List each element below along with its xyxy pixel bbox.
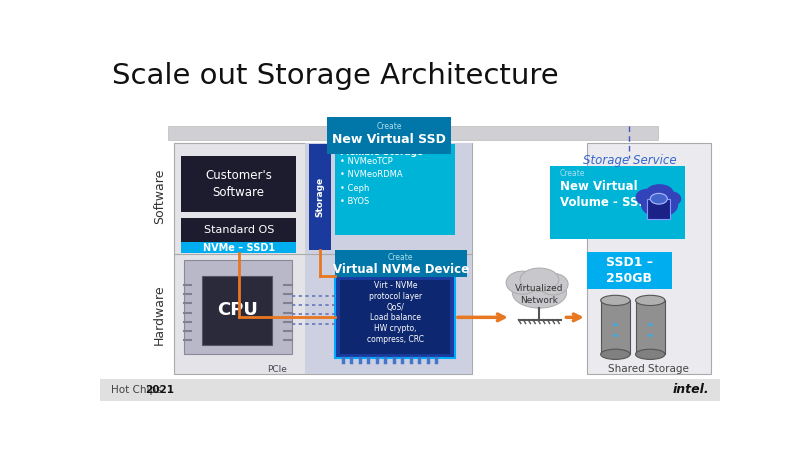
FancyBboxPatch shape xyxy=(586,252,672,289)
Ellipse shape xyxy=(635,189,658,206)
FancyBboxPatch shape xyxy=(340,279,450,354)
Text: Virtual NVMe Device: Virtual NVMe Device xyxy=(333,263,469,276)
FancyBboxPatch shape xyxy=(174,143,472,374)
Ellipse shape xyxy=(646,184,674,201)
FancyBboxPatch shape xyxy=(550,166,685,239)
Ellipse shape xyxy=(613,334,618,337)
FancyBboxPatch shape xyxy=(635,301,665,354)
FancyBboxPatch shape xyxy=(202,276,272,345)
Ellipse shape xyxy=(601,295,630,306)
Text: Create: Create xyxy=(376,122,402,131)
FancyBboxPatch shape xyxy=(601,301,630,354)
FancyBboxPatch shape xyxy=(335,250,466,277)
Text: Virt - NVMe
protocol layer
QoS/
Load balance
HW crypto,
compress, CRC: Virt - NVMe protocol layer QoS/ Load bal… xyxy=(366,281,424,344)
FancyBboxPatch shape xyxy=(100,379,720,400)
Ellipse shape xyxy=(506,271,538,294)
FancyBboxPatch shape xyxy=(168,126,658,140)
Text: Storage Service: Storage Service xyxy=(582,154,676,167)
Ellipse shape xyxy=(641,193,678,217)
FancyBboxPatch shape xyxy=(182,157,296,212)
Text: Standard OS: Standard OS xyxy=(203,225,274,235)
Text: Shared Storage: Shared Storage xyxy=(608,364,689,374)
Text: NVMe – SSD1: NVMe – SSD1 xyxy=(202,243,274,252)
Text: Hardware: Hardware xyxy=(153,284,166,345)
FancyBboxPatch shape xyxy=(335,276,455,358)
Text: New Virtual SSD: New Virtual SSD xyxy=(332,133,446,145)
FancyBboxPatch shape xyxy=(182,242,296,253)
Ellipse shape xyxy=(635,349,665,360)
Ellipse shape xyxy=(512,277,566,308)
FancyBboxPatch shape xyxy=(182,218,296,243)
FancyBboxPatch shape xyxy=(310,144,331,250)
Ellipse shape xyxy=(635,295,665,306)
FancyBboxPatch shape xyxy=(647,199,670,219)
Ellipse shape xyxy=(613,323,618,326)
Text: Software: Software xyxy=(153,169,166,224)
Text: 2021: 2021 xyxy=(145,385,174,395)
Text: Customer's
Software: Customer's Software xyxy=(206,169,272,199)
Ellipse shape xyxy=(538,274,568,295)
Text: intel.: intel. xyxy=(673,383,709,396)
Text: Hot Chips: Hot Chips xyxy=(111,385,165,395)
Text: Virtualized
Network: Virtualized Network xyxy=(515,284,564,305)
Text: CPU: CPU xyxy=(217,302,258,319)
Text: Flexible Storage: Flexible Storage xyxy=(340,148,423,157)
Ellipse shape xyxy=(647,323,653,326)
Text: • NVMeoTCP
• NVMeoRDMA
• Ceph
• BYOS: • NVMeoTCP • NVMeoRDMA • Ceph • BYOS xyxy=(340,157,403,206)
Text: New Virtual
Volume - SSD1: New Virtual Volume - SSD1 xyxy=(559,180,656,209)
Ellipse shape xyxy=(647,334,653,337)
Ellipse shape xyxy=(601,349,630,360)
FancyBboxPatch shape xyxy=(327,117,451,154)
Ellipse shape xyxy=(650,194,667,204)
Ellipse shape xyxy=(659,191,682,207)
Text: Create: Create xyxy=(388,252,414,261)
FancyBboxPatch shape xyxy=(306,143,472,374)
Ellipse shape xyxy=(520,268,558,291)
Text: SSD1 –
250GB: SSD1 – 250GB xyxy=(606,256,653,285)
Text: Storage: Storage xyxy=(315,177,325,217)
Text: Scale out Storage Architecture: Scale out Storage Architecture xyxy=(112,62,558,90)
FancyBboxPatch shape xyxy=(586,143,710,374)
Text: Create: Create xyxy=(559,170,585,179)
Text: PCIe: PCIe xyxy=(266,365,286,374)
FancyBboxPatch shape xyxy=(335,144,455,235)
FancyBboxPatch shape xyxy=(184,261,292,354)
Text: Control Pane: Control Pane xyxy=(374,128,446,138)
